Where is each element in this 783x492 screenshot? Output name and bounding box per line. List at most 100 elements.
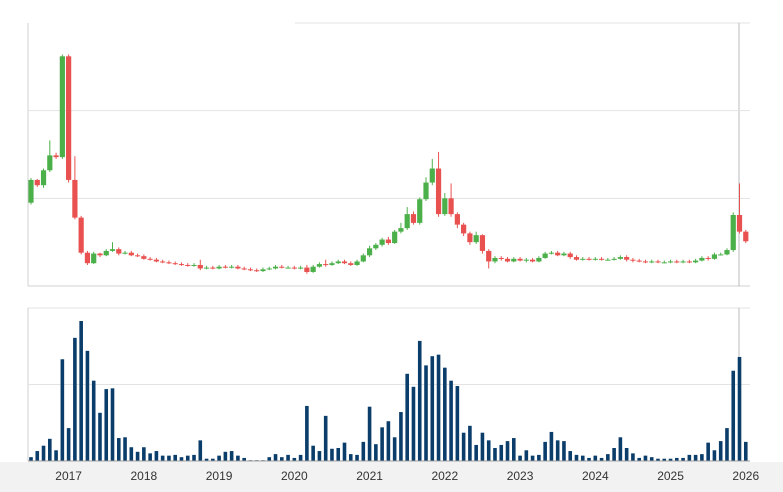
candle-body: [72, 179, 78, 218]
volume-bar: [612, 447, 616, 461]
volume-bar: [116, 438, 121, 461]
candle-body: [310, 266, 316, 272]
volume-bar: [593, 455, 598, 461]
candle-body: [109, 249, 116, 251]
candle-body: [141, 256, 147, 259]
candle-body: [398, 228, 404, 232]
candle-body: [511, 258, 517, 262]
candle-body: [160, 261, 166, 263]
volume-bar: [317, 451, 322, 461]
candle-body: [360, 255, 366, 262]
volume-bar: [129, 447, 134, 461]
volume-bar: [98, 412, 102, 461]
candle-body: [172, 263, 178, 265]
candle-body: [705, 257, 711, 259]
candle-body: [304, 267, 310, 272]
volume-bar: [624, 447, 629, 461]
volume-bar: [424, 365, 428, 461]
volume-bar: [229, 451, 234, 461]
volume-bar: [518, 455, 522, 461]
volume-bar: [73, 337, 77, 461]
candle-body: [153, 259, 159, 262]
volume-bar: [135, 451, 140, 461]
candle-body: [736, 214, 743, 232]
candle-body: [241, 268, 247, 270]
candle-body: [178, 264, 185, 266]
volume-bar: [599, 457, 604, 461]
candle-body: [598, 258, 605, 260]
candle-body: [730, 214, 736, 251]
volume-bar: [179, 457, 184, 461]
candle-body: [78, 217, 84, 253]
candle-body: [366, 248, 373, 256]
candle-body: [655, 261, 661, 263]
candle-body: [743, 231, 749, 242]
candle-body: [166, 262, 172, 264]
volume-bar: [662, 458, 667, 461]
x-tick-label: 2020: [281, 469, 308, 483]
candle-body: [667, 261, 674, 263]
candle-body: [567, 253, 573, 258]
candle-body: [492, 257, 498, 262]
volume-bar: [511, 438, 516, 461]
volume-bar: [79, 321, 83, 461]
candle-body: [636, 260, 642, 262]
volume-bar: [198, 440, 203, 461]
volume-bar: [374, 444, 378, 461]
volume-bar: [668, 458, 673, 461]
volume-bar: [211, 458, 215, 461]
volume-bar: [562, 441, 566, 461]
volume-bar: [493, 447, 497, 461]
candle-body: [693, 260, 699, 263]
candle-body: [66, 56, 72, 180]
volume-bar: [681, 457, 685, 461]
volume-bar: [286, 454, 290, 461]
candle-body: [699, 257, 705, 261]
volume-bar: [110, 388, 115, 461]
candle-body: [348, 263, 354, 265]
volume-bar: [361, 441, 366, 461]
volume-bar: [173, 454, 178, 461]
volume-bar: [637, 457, 641, 461]
candle-body: [448, 198, 454, 215]
volume-bar: [505, 441, 510, 461]
candle-body: [392, 231, 398, 244]
volume-bar: [355, 454, 359, 461]
volume-bar: [60, 359, 65, 461]
candle-body: [329, 263, 335, 265]
candle-body: [573, 257, 580, 260]
x-tick-label: 2018: [131, 469, 158, 483]
volume-bar: [436, 354, 441, 461]
candle-body: [442, 198, 448, 215]
candle-body: [504, 258, 511, 262]
candle-body: [203, 267, 210, 269]
candle-body: [649, 261, 655, 263]
candle-body: [674, 261, 680, 263]
volume-bar: [330, 448, 334, 461]
candle-body: [617, 257, 623, 259]
volume-bar: [675, 457, 679, 461]
candle-body: [323, 264, 329, 266]
x-tick-label: 2019: [206, 469, 233, 483]
candle-body: [279, 266, 285, 268]
candle-body: [467, 233, 473, 243]
volume-bar: [606, 454, 610, 461]
candle-body: [316, 264, 323, 267]
volume-bar: [718, 441, 723, 461]
volume-bar: [292, 457, 297, 461]
volume-bar: [223, 451, 228, 461]
candle-body: [128, 252, 134, 256]
volume-bar: [499, 444, 504, 461]
volume-bar: [443, 367, 447, 461]
volume-bar: [41, 445, 46, 461]
volume-bar: [405, 373, 409, 461]
volume-bar: [392, 437, 397, 461]
volume-bar: [399, 412, 403, 461]
x-tick-label: 2021: [356, 469, 383, 483]
volume-bar: [66, 428, 71, 461]
candle-body: [147, 258, 153, 260]
candle-body: [266, 268, 272, 270]
volume-bar: [305, 405, 309, 461]
candle-body: [229, 266, 235, 268]
candle-body: [272, 266, 279, 269]
